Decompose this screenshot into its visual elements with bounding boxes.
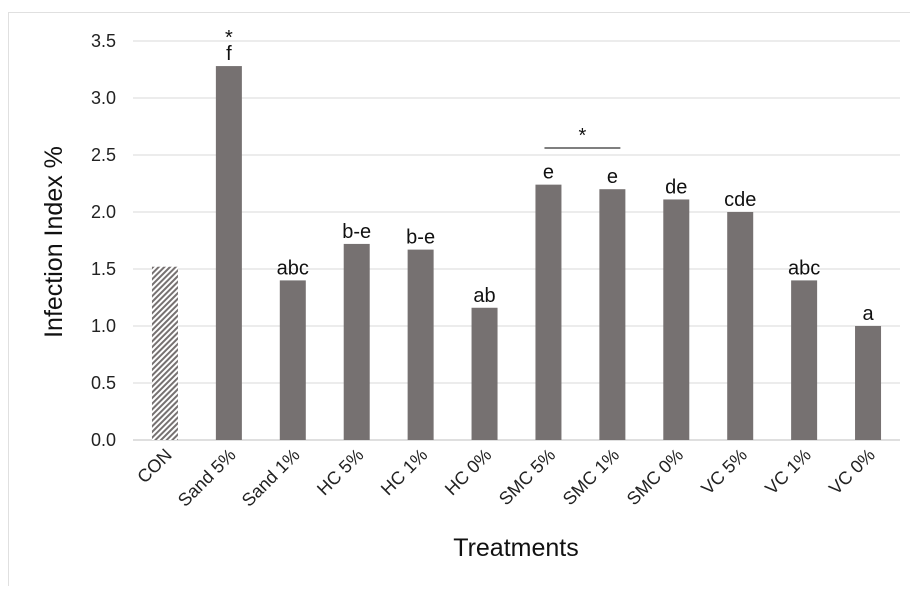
data-label: de bbox=[665, 176, 687, 198]
y-tick-label: 1.0 bbox=[91, 316, 116, 336]
bar-smc-1- bbox=[599, 189, 626, 440]
significance-star: * bbox=[579, 125, 587, 147]
x-tick-label: VC 0% bbox=[825, 445, 879, 499]
y-tick-label: 2.5 bbox=[91, 145, 116, 165]
x-tick-label: Sand 5% bbox=[174, 445, 240, 511]
chart-frame bbox=[8, 12, 910, 586]
x-tick-label: VC 1% bbox=[761, 445, 815, 499]
y-tick-label: 0.0 bbox=[91, 430, 116, 450]
x-tick-label: VC 5% bbox=[697, 445, 751, 499]
y-tick-label: 3.5 bbox=[91, 31, 116, 51]
data-label: cde bbox=[724, 189, 756, 211]
bar-hc-1- bbox=[407, 249, 434, 440]
bar-vc-0- bbox=[855, 326, 882, 440]
x-tick-label: Sand 1% bbox=[238, 445, 304, 511]
y-axis-title: Infection Index % bbox=[40, 146, 68, 338]
bar-smc-0- bbox=[663, 199, 690, 440]
y-tick-label: 1.5 bbox=[91, 259, 116, 279]
bars bbox=[151, 66, 882, 440]
y-tick-label: 2.0 bbox=[91, 202, 116, 222]
bar-sand-1- bbox=[279, 280, 306, 440]
significance-star: * bbox=[225, 27, 233, 49]
bar-vc-1- bbox=[791, 280, 818, 440]
x-tick-label: SMC 1% bbox=[559, 445, 623, 509]
data-label: b-e bbox=[406, 227, 435, 249]
data-label: e bbox=[607, 166, 618, 188]
bar-con bbox=[151, 266, 178, 440]
data-label: b-e bbox=[342, 221, 371, 243]
data-label: f bbox=[226, 43, 232, 65]
bar-vc-5- bbox=[727, 212, 754, 440]
bar-smc-5- bbox=[535, 184, 562, 440]
gridlines bbox=[133, 40, 900, 441]
bar-hc-5- bbox=[343, 243, 370, 440]
x-tick-label: CON bbox=[133, 445, 175, 487]
data-label: ab bbox=[473, 285, 495, 307]
bar-sand-5- bbox=[215, 66, 242, 440]
data-label: abc bbox=[788, 257, 820, 279]
x-tick-label: HC 5% bbox=[313, 445, 367, 499]
data-label: abc bbox=[277, 257, 309, 279]
x-tick-label: HC 1% bbox=[377, 445, 431, 499]
bar-hc-0- bbox=[471, 307, 498, 440]
data-label: a bbox=[862, 303, 874, 325]
data-label: e bbox=[543, 162, 554, 184]
y-tick-label: 3.0 bbox=[91, 88, 116, 108]
x-tick-label: HC 0% bbox=[441, 445, 495, 499]
y-tick-label: 0.5 bbox=[91, 373, 116, 393]
x-tick-label: SMC 0% bbox=[623, 445, 687, 509]
x-tick-label: SMC 5% bbox=[495, 445, 559, 509]
x-axis-title: Treatments bbox=[453, 534, 579, 562]
